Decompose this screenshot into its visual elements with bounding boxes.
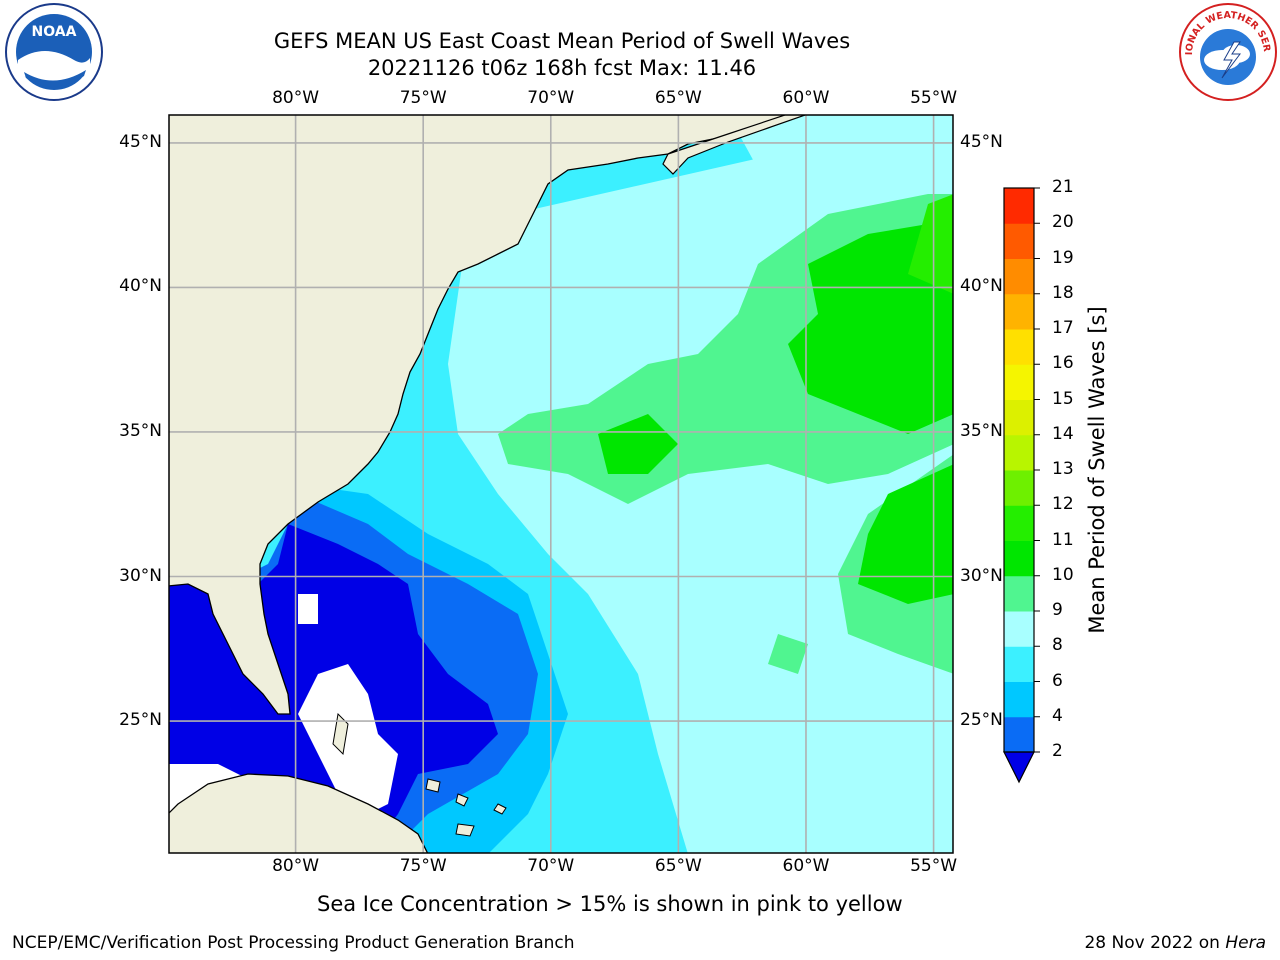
map-subtitle: 20221126 t06z 168h fcst Max: 11.46: [367, 56, 757, 80]
colorbar-tick-label: 19: [1052, 247, 1074, 268]
colorbar-segment: [1004, 540, 1034, 577]
colorbar-tick-label: 6: [1052, 670, 1063, 691]
sea-ice-footnote: Sea Ice Concentration > 15% is shown in …: [317, 892, 903, 916]
colorbar-tick-label: 20: [1052, 212, 1074, 233]
swell-region-10-11-c: [858, 464, 953, 604]
colorbar-segment: [1004, 399, 1034, 436]
lat-label: 35°N: [960, 420, 1003, 441]
lat-label: 40°N: [119, 276, 162, 297]
colorbar-tick-label: 10: [1052, 564, 1074, 585]
lon-label: 70°W: [527, 88, 575, 108]
colorbar-segment: [1004, 434, 1034, 471]
no-data-andros: [298, 594, 318, 624]
swell-region-10-11-a: [788, 224, 953, 434]
colorbar-segment: [1004, 293, 1034, 330]
map-title: GEFS MEAN US East Coast Mean Period of S…: [273, 29, 851, 53]
noaa-logo-text: NOAA: [32, 24, 77, 40]
lon-label: 80°W: [272, 856, 320, 876]
land-cuba: [169, 773, 429, 853]
lon-label: 55°W: [910, 88, 958, 108]
colorbar-segment: [1004, 188, 1034, 224]
date-host: Hera: [1225, 933, 1266, 953]
colorbar-segment: [1004, 258, 1034, 295]
swell-region-10-11-d: [908, 194, 953, 294]
colorbar-tick-label: 16: [1052, 353, 1074, 374]
colorbar-segment: [1004, 646, 1034, 682]
colorbar-tick-label: 4: [1052, 705, 1063, 726]
colorbar-tick-label: 11: [1052, 529, 1074, 550]
colorbar-tick-label: 14: [1052, 423, 1074, 444]
lat-label: 25°N: [119, 710, 162, 731]
colorbar-label: Mean Period of Swell Waves [s]: [1085, 306, 1109, 634]
colorbar-tick-label: 13: [1052, 459, 1074, 479]
colorbar-segment: [1004, 364, 1034, 400]
lat-label: 30°N: [960, 565, 1003, 586]
land-us-east-coast: [169, 115, 807, 715]
swell-period-map: [168, 114, 954, 854]
colorbar-tick-label: 12: [1052, 494, 1074, 515]
lat-label: 30°N: [119, 565, 162, 586]
swell-region-10-11-b: [598, 414, 678, 474]
lon-label: 55°W: [910, 856, 958, 876]
colorbar-tick-label: 21: [1052, 177, 1074, 197]
lon-label: 70°W: [527, 856, 575, 876]
colorbar-segment: [1004, 575, 1034, 612]
colorbar-segment: [1004, 505, 1034, 541]
lon-label: 75°W: [399, 88, 447, 108]
lat-label: 25°N: [960, 710, 1003, 731]
bahamas-islands: [332, 712, 507, 837]
nws-logo: NATIONAL WEATHER SERVICE: [1178, 2, 1277, 101]
lon-label: 60°W: [782, 856, 830, 876]
lon-label: 60°W: [782, 88, 830, 108]
no-data-bahamas: [298, 664, 398, 814]
lat-label: 45°N: [119, 131, 162, 152]
colorbar-tick-label: 17: [1052, 318, 1074, 338]
colorbar-segment: [1004, 329, 1034, 365]
colorbar-segment: [1004, 681, 1034, 718]
colorbar-segment: [1004, 470, 1034, 506]
date-stamp: 28 Nov 2022 on Hera: [1084, 933, 1266, 953]
lat-lon-grid: [169, 115, 953, 853]
colorbar-segment: [1004, 223, 1034, 259]
lon-label: 80°W: [272, 88, 320, 108]
colorbar-tick-label: 2: [1052, 741, 1063, 761]
date-prefix: 28 Nov 2022 on: [1084, 933, 1226, 953]
lat-label: 40°N: [960, 276, 1003, 297]
land-nova-scotia: [662, 115, 807, 175]
colorbar-under-arrow: [1003, 751, 1035, 784]
colorbar-tick-label: 8: [1052, 635, 1063, 656]
noaa-logo: NOAA: [5, 3, 103, 101]
colorbar-tick-label: 15: [1052, 388, 1074, 409]
lon-label: 75°W: [399, 856, 447, 876]
lat-label: 45°N: [960, 131, 1003, 152]
swell-region-9-10-small: [768, 634, 808, 674]
colorbar-tick-label: 18: [1052, 282, 1074, 303]
colorbar-segment: [1004, 716, 1034, 753]
lon-label: 65°W: [654, 856, 702, 876]
colorbar-tick-label: 9: [1052, 600, 1063, 620]
colorbar: [1003, 187, 1040, 784]
lon-label: 65°W: [654, 88, 702, 108]
colorbar-segment: [1004, 611, 1034, 647]
credit-line: NCEP/EMC/Verification Post Processing Pr…: [12, 933, 575, 953]
map-frame: [168, 114, 954, 854]
lat-label: 35°N: [119, 420, 162, 441]
